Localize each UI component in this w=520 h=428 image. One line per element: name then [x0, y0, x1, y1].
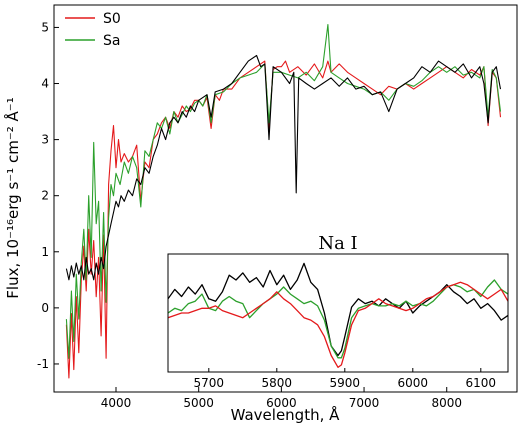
inset-series-group [168, 262, 508, 368]
main-axis-ticks: 4000 5000 6000 7000 8000 -1 0 1 2 3 4 5 [37, 20, 462, 410]
inset-x-tick-label: 5700 [194, 376, 225, 390]
main-series-line-2 [65, 54, 502, 281]
x-tick-label: 6000 [266, 396, 297, 410]
main-series-group [65, 24, 502, 379]
y-tick-label: 0 [41, 301, 49, 315]
inset-axis-ticks: 5700 5800 5900 6000 6100 [194, 368, 497, 390]
y-tick-label: 3 [41, 133, 49, 147]
x-tick-label: 4000 [101, 396, 132, 410]
inset-series-line-2 [168, 281, 508, 368]
y-tick-label: 4 [41, 77, 49, 91]
y-tick-label: 1 [41, 245, 49, 259]
legend-label: S0 [103, 11, 121, 27]
inset-x-tick-label: 6100 [466, 376, 497, 390]
inset-x-tick-label: 5900 [330, 376, 361, 390]
legend-label: Sa [103, 33, 120, 49]
y-tick-label: -1 [37, 357, 49, 371]
inset-frame [167, 253, 509, 373]
y-axis-title: Flux, 10⁻¹⁶erg s⁻¹ cm⁻² Å⁻¹ [3, 97, 22, 298]
main-series-line-1 [65, 24, 502, 359]
x-tick-label: 8000 [431, 396, 462, 410]
y-tick-label: 5 [41, 20, 49, 34]
inset-series-line-0 [168, 262, 508, 357]
legend: S0 Sa [65, 11, 121, 49]
inset-title: Na I [318, 233, 357, 254]
x-tick-label: 5000 [183, 396, 214, 410]
main-plot-frame [53, 4, 518, 393]
inset-x-tick-label: 5800 [262, 376, 293, 390]
inset-background [168, 254, 508, 372]
y-tick-label: 2 [41, 189, 49, 203]
x-axis-title: Wavelength, Å [231, 405, 341, 424]
x-tick-label: 7000 [349, 396, 380, 410]
inset-x-tick-label: 6000 [398, 376, 429, 390]
